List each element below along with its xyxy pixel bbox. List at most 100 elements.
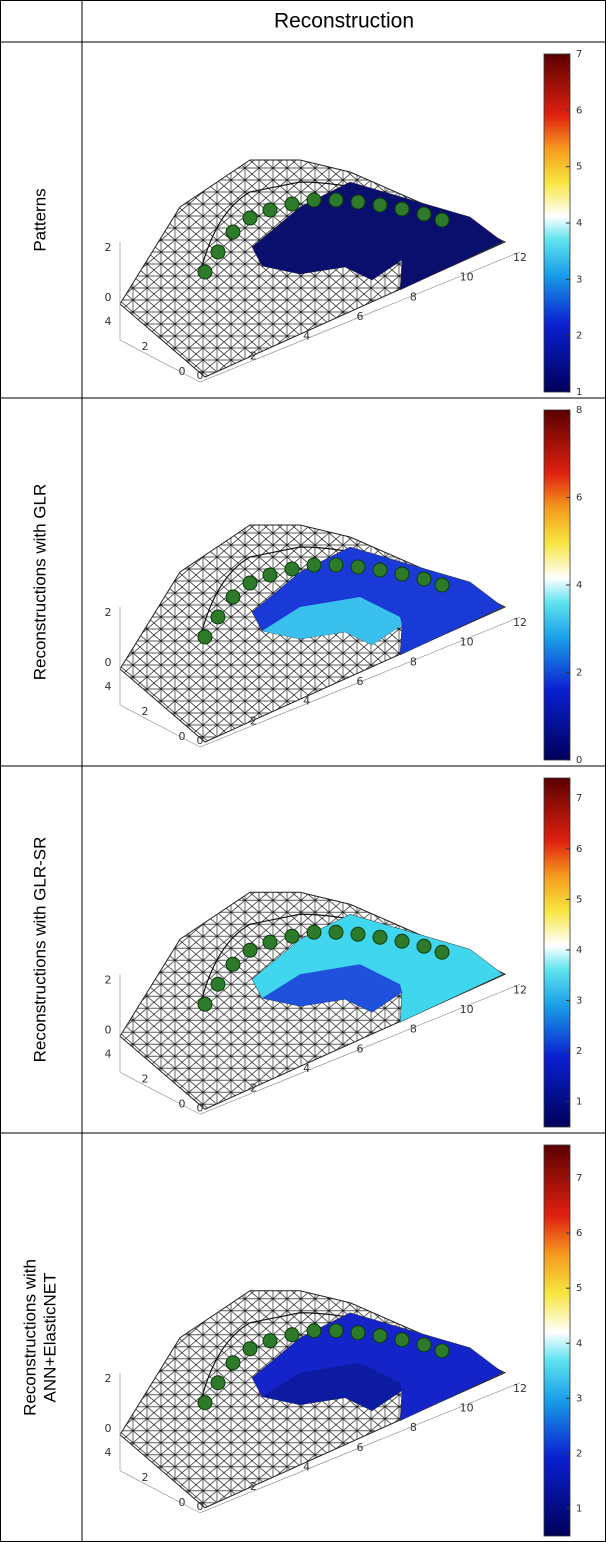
- colorbar-tick-label: 3: [576, 1393, 582, 1404]
- sensor-node: [242, 575, 258, 591]
- x-tick-label: 2: [250, 1480, 257, 1493]
- sensor-node: [306, 557, 322, 573]
- x-tick-label: 6: [357, 1441, 364, 1454]
- x-tick-label: 10: [460, 1401, 474, 1414]
- sensor-node: [210, 244, 226, 260]
- sensor-node: [284, 196, 300, 212]
- y-tick-label: 0: [179, 1097, 186, 1110]
- sensor-node: [394, 566, 410, 582]
- sensor-node: [416, 571, 432, 587]
- y-tick-label: 2: [142, 340, 149, 353]
- x-tick-label: 2: [250, 1082, 257, 1095]
- sensor-node: [262, 202, 278, 218]
- colorbar-tick-label: 4: [576, 218, 582, 229]
- colorbar-tick-label: 6: [576, 493, 582, 504]
- colorbar-tick-label: 5: [576, 1283, 582, 1294]
- x-tick-label: 10: [460, 636, 474, 649]
- sensor-node: [210, 1375, 226, 1391]
- header-title: Reconstruction: [274, 10, 414, 33]
- sensor-node: [284, 1327, 300, 1343]
- sensor-node: [350, 194, 366, 210]
- sensor-node: [197, 264, 213, 280]
- y-tick-label: 2: [142, 1471, 149, 1484]
- sensor-node: [306, 924, 322, 940]
- colorbar-tick-label: 6: [576, 105, 582, 116]
- x-tick-label: 10: [460, 271, 474, 284]
- row-label: Patterns: [30, 188, 49, 251]
- z-tick-label: 0: [105, 656, 112, 669]
- x-tick-label: 12: [513, 983, 527, 996]
- x-tick-label: 0: [197, 1101, 204, 1114]
- x-tick-label: 2: [250, 714, 257, 727]
- z-tick-label: 2: [105, 606, 112, 619]
- sensor-node: [350, 559, 366, 575]
- sensor-node: [394, 201, 410, 217]
- colorbar-tick-label: 5: [576, 162, 582, 173]
- colorbar: [543, 777, 571, 1128]
- colorbar-tick-label: 4: [576, 945, 582, 956]
- row-label: Reconstructions with GLR: [30, 484, 49, 681]
- x-tick-label: 0: [197, 734, 204, 747]
- x-tick-label: 6: [357, 310, 364, 323]
- sensor-node: [416, 206, 432, 222]
- sensor-node: [242, 1341, 258, 1357]
- color-patch-inner: [262, 597, 402, 645]
- y-tick-label: 4: [105, 680, 112, 693]
- sensor-node: [328, 557, 344, 573]
- z-tick-label: 2: [105, 241, 112, 254]
- x-tick-label: 8: [410, 290, 417, 303]
- z-tick-label: 0: [105, 1023, 112, 1036]
- colorbar-tick-label: 3: [576, 274, 582, 285]
- x-tick-label: 4: [303, 1062, 310, 1075]
- x-tick-label: 12: [513, 251, 527, 264]
- x-tick-label: 4: [303, 330, 310, 343]
- sensor-node: [210, 976, 226, 992]
- x-tick-label: 6: [357, 675, 364, 688]
- sensor-node: [262, 567, 278, 583]
- sensor-node: [372, 1328, 388, 1344]
- y-tick-label: 4: [105, 1047, 112, 1060]
- sensor-node: [284, 561, 300, 577]
- colorbar-tick-label: 3: [576, 996, 582, 1007]
- colorbar-tick-label: 2: [576, 1046, 582, 1057]
- color-patch-inner: [262, 232, 402, 280]
- x-tick-label: 0: [197, 369, 204, 382]
- x-tick-label: 8: [410, 655, 417, 668]
- color-patch-inner: [262, 1362, 402, 1411]
- x-tick-label: 8: [410, 1421, 417, 1434]
- y-tick-label: 4: [105, 1446, 112, 1459]
- sensor-node: [306, 192, 322, 208]
- x-tick-label: 2: [250, 349, 257, 362]
- x-tick-label: 4: [303, 695, 310, 708]
- sensor-node: [434, 577, 450, 593]
- sensor-node: [416, 938, 432, 954]
- sensor-node: [225, 589, 241, 605]
- sensor-node: [262, 1333, 278, 1349]
- sensor-node: [225, 956, 241, 972]
- sensor-node: [225, 224, 241, 240]
- y-tick-label: 2: [142, 705, 149, 718]
- x-tick-label: 10: [460, 1003, 474, 1016]
- sensor-node: [328, 192, 344, 208]
- colorbar-tick-label: 2: [576, 1448, 582, 1459]
- sensor-node: [434, 1343, 450, 1359]
- mesh-plot: 0 2 4 6 8 10 12 0 2 4 0 2: [105, 524, 527, 748]
- y-tick-label: 0: [179, 730, 186, 743]
- colorbar-tick-label: 2: [576, 331, 582, 342]
- colorbar-tick-label: 6: [576, 1228, 582, 1239]
- color-patch-inner: [262, 964, 402, 1013]
- y-tick-label: 2: [142, 1072, 149, 1085]
- sensor-node: [242, 942, 258, 958]
- colorbar-tick-label: 7: [576, 1173, 582, 1184]
- sensor-node: [372, 562, 388, 578]
- sensor-node: [394, 933, 410, 949]
- axes-box: [119, 1372, 521, 1514]
- sensor-node: [225, 1355, 241, 1371]
- x-tick-label: 12: [513, 616, 527, 629]
- colorbar-tick-label: 1: [576, 1503, 582, 1514]
- sensor-node: [210, 609, 226, 625]
- mesh-plot: 0 2 4 6 8 10 12 0 2 4 0 2: [105, 1290, 527, 1514]
- sensor-node: [284, 928, 300, 944]
- sensor-node: [394, 1332, 410, 1348]
- sensor-node: [197, 1395, 213, 1411]
